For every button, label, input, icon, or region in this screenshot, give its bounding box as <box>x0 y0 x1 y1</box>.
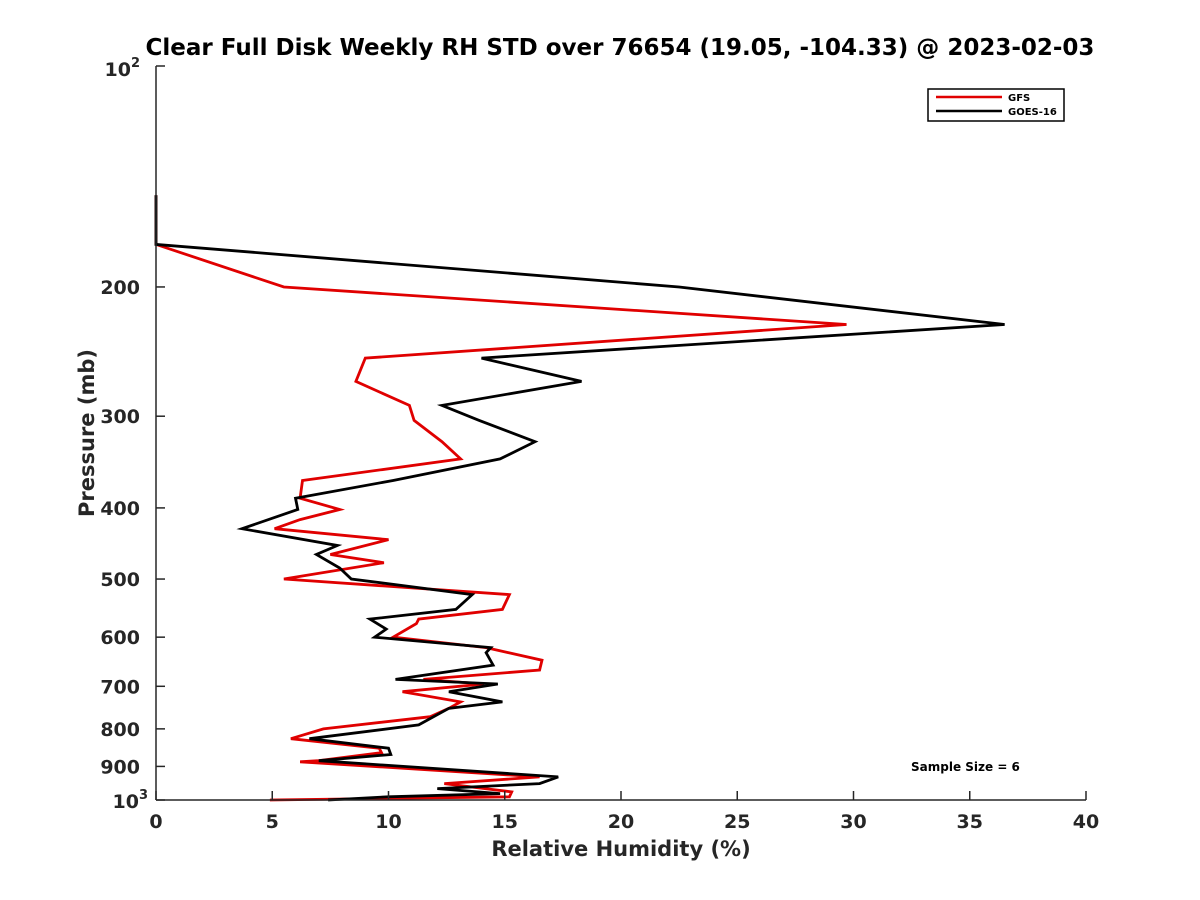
x-tick-label: 0 <box>149 811 162 833</box>
x-tick-label: 25 <box>724 811 750 833</box>
x-tick-label: 35 <box>957 811 983 833</box>
chart-title: Clear Full Disk Weekly RH STD over 76654… <box>146 35 1095 61</box>
y-tick-label: 400 <box>100 498 140 520</box>
y-tick-label-bottom: 103 <box>113 788 149 813</box>
y-tick-top-exp: 2 <box>131 56 140 71</box>
y-tick-label: 800 <box>100 719 140 741</box>
legend: GFS GOES-16 <box>927 88 1065 122</box>
y-tick-label: 600 <box>100 627 140 649</box>
legend-box <box>927 88 1065 122</box>
x-tick-label: 40 <box>1073 811 1099 833</box>
x-tick-label: 30 <box>840 811 866 833</box>
y-axis-label: Pressure (mb) <box>75 349 99 517</box>
series-line-gfs <box>154 195 847 802</box>
series-line-goes16 <box>154 195 1005 802</box>
legend-label-gfs: GFS <box>1008 93 1030 104</box>
y-tick-bottom-base: 10 <box>113 791 139 813</box>
x-tick-label: 15 <box>492 811 518 833</box>
y-tick-label: 500 <box>100 569 140 591</box>
ticks-layer: 0 5 10 15 20 25 30 35 40 200 300 400 500 600 700 800 900 <box>100 65 1099 833</box>
svg-text:103: 103 <box>113 788 149 813</box>
svg-text:102: 102 <box>105 56 141 81</box>
x-tick-label: 20 <box>608 811 634 833</box>
y-tick-label-top: 102 <box>105 56 141 81</box>
y-tick-top-base: 10 <box>105 59 131 81</box>
sample-size-annotation: Sample Size = 6 <box>911 760 1020 774</box>
y-tick-label: 900 <box>100 756 140 778</box>
y-tick-label: 300 <box>100 406 140 428</box>
x-tick-label: 5 <box>266 811 279 833</box>
series-layer <box>154 195 1005 802</box>
y-tick-bottom-exp: 3 <box>139 788 148 803</box>
x-axis-label: Relative Humidity (%) <box>491 837 750 861</box>
y-tick-label: 200 <box>100 277 140 299</box>
legend-label-goes16: GOES-16 <box>1008 107 1057 118</box>
x-tick-label: 10 <box>375 811 401 833</box>
y-tick-label: 700 <box>100 676 140 698</box>
